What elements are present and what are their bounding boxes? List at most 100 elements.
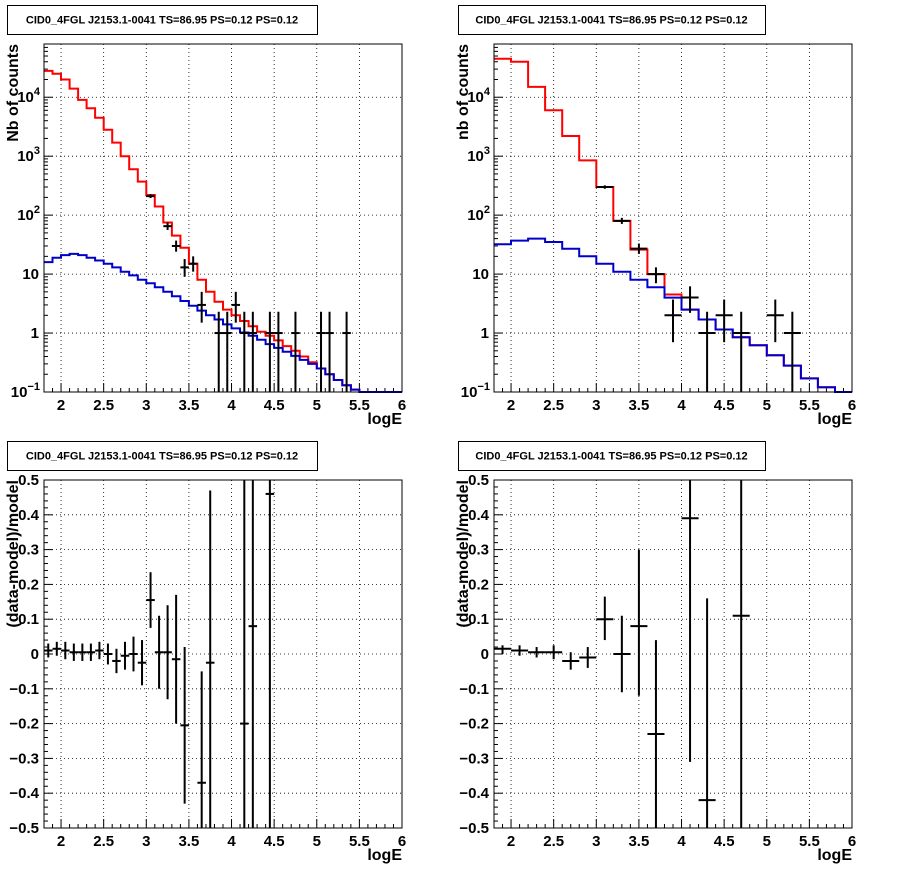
data-point <box>248 480 258 828</box>
x-tick-label: 5.5 <box>799 833 820 850</box>
data-point <box>681 286 699 313</box>
model-source-line <box>44 252 402 393</box>
x-tick-label: 4 <box>677 833 686 850</box>
x-tick-label: 6 <box>848 397 856 414</box>
data-point <box>188 256 198 272</box>
y-tick-label: 0.2 <box>468 576 489 593</box>
data-point <box>274 311 283 392</box>
y-tick-label: 10 <box>22 266 39 283</box>
y-tick-label: −0.3 <box>459 750 489 767</box>
data-point <box>698 311 716 392</box>
y-axis-label: nb of counts <box>455 44 472 140</box>
data-point <box>528 647 546 658</box>
data-point <box>171 240 181 252</box>
y-tick-label: 0 <box>31 646 39 663</box>
data-point <box>95 641 104 660</box>
chart-panel-1: 2 2.5 3 3.5 4 4.5 5 5.5 6 10−1 1 10 102 103 104 logE Nb … <box>5 5 406 428</box>
data-point <box>180 259 189 277</box>
y-tick-label: 0.5 <box>468 472 489 489</box>
y-tick-label: 103 <box>17 145 40 165</box>
x-axis-label: logE <box>817 847 852 864</box>
data-point <box>120 641 130 670</box>
x-tick-label: 5 <box>763 833 771 850</box>
x-tick-label: 4.5 <box>714 397 735 414</box>
y-tick-label: 0.3 <box>18 542 39 559</box>
data-point <box>494 645 512 654</box>
chart-panel-4: 2 2.5 3 3.5 4 4.5 5 5.5 6 −0.5 −0.4 −0.3 −0.2 −0.1 0 0.… <box>455 441 856 864</box>
y-tick-label: −0.5 <box>459 820 489 837</box>
data-point <box>154 615 164 689</box>
x-tick-label: 3.5 <box>178 397 199 414</box>
chart-title: CID0_4FGL J2153.1-0041 TS=86.95 PS=0.12 … <box>475 15 747 27</box>
data-point <box>630 549 648 696</box>
y-axis-label: (data-model)/model <box>455 480 472 628</box>
data-point <box>681 480 699 762</box>
y-tick-label: −0.1 <box>459 681 489 698</box>
data-point <box>732 311 750 392</box>
x-tick-label: 5 <box>313 397 321 414</box>
data-point <box>316 311 326 392</box>
x-tick-label: 3 <box>142 833 150 850</box>
data-point <box>180 647 189 804</box>
plot-frame <box>493 479 853 829</box>
plot-frame <box>493 43 853 393</box>
y-tick-label: 103 <box>467 145 490 165</box>
y-axis-label: Nb of counts <box>5 44 22 142</box>
y-tick-label: 0.4 <box>468 507 490 524</box>
data-point <box>647 640 665 828</box>
x-tick-label: 3 <box>592 397 600 414</box>
data-point <box>545 645 563 660</box>
data-point <box>783 311 801 392</box>
chart-title: CID0_4FGL J2153.1-0041 TS=86.95 PS=0.12 … <box>475 451 747 463</box>
x-tick-label: 5.5 <box>349 397 370 414</box>
data-point <box>44 643 53 658</box>
y-tick-label: 1 <box>481 325 489 342</box>
model-source-line <box>494 237 852 393</box>
x-tick-label: 2 <box>507 397 515 414</box>
data-point <box>86 643 96 661</box>
x-tick-label: 5.5 <box>349 833 370 850</box>
x-tick-label: 3.5 <box>178 833 199 850</box>
data-point <box>511 645 529 656</box>
x-tick-label: 5 <box>763 397 771 414</box>
chart-title: CID0_4FGL J2153.1-0041 TS=86.95 PS=0.12 … <box>26 451 298 463</box>
data-point <box>103 643 113 665</box>
data-point <box>325 311 334 392</box>
x-tick-label: 4.5 <box>714 833 735 850</box>
data-point <box>61 641 70 660</box>
x-tick-label: 2.5 <box>543 397 564 414</box>
y-tick-label: 0.4 <box>18 507 40 524</box>
data-point <box>52 641 62 656</box>
x-tick-label: 3.5 <box>628 833 649 850</box>
data-point <box>112 648 121 674</box>
plot-frame <box>43 479 403 829</box>
y-tick-label: −0.5 <box>9 820 39 837</box>
y-tick-label: 10−1 <box>11 381 40 401</box>
data-point <box>129 636 138 672</box>
x-tick-label: 2 <box>57 833 65 850</box>
y-tick-label: 0.1 <box>18 611 39 628</box>
x-tick-label: 2.5 <box>93 833 114 850</box>
y-tick-label: 1 <box>31 325 39 342</box>
model-total-line <box>44 69 402 393</box>
data-point <box>205 490 215 828</box>
data-point <box>630 243 648 254</box>
x-tick-label: 3 <box>592 833 600 850</box>
data-point <box>732 480 750 828</box>
data-point <box>78 643 87 661</box>
y-tick-label: −0.1 <box>9 681 39 698</box>
y-tick-label: 104 <box>17 86 41 106</box>
x-tick-label: 5 <box>313 833 321 850</box>
data-point <box>163 222 172 230</box>
data-point <box>171 594 181 724</box>
data-point <box>197 671 206 828</box>
y-tick-label: 10−1 <box>461 381 490 401</box>
data-point <box>146 194 155 199</box>
y-tick-label: −0.4 <box>9 785 39 802</box>
x-tick-label: 4 <box>227 397 236 414</box>
x-tick-label: 6 <box>848 833 856 850</box>
x-tick-label: 5.5 <box>799 397 820 414</box>
x-tick-label: 2.5 <box>93 397 114 414</box>
chart-panel-2: 2 2.5 3 3.5 4 4.5 5 5.5 6 10−1 1 10 102 103 104 logE nb … <box>455 5 856 428</box>
